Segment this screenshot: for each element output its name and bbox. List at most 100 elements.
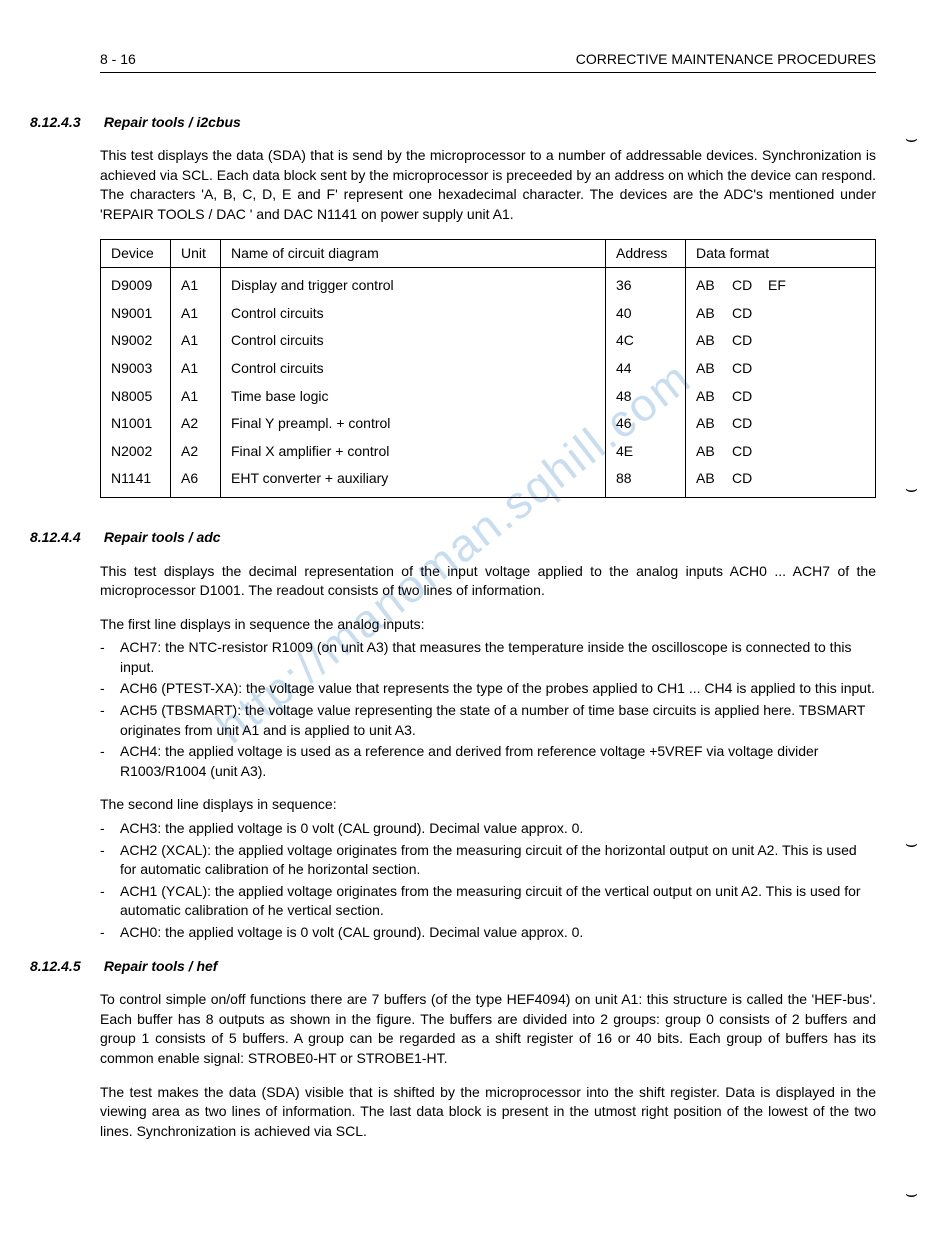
cell-unit: A1 bbox=[171, 383, 221, 411]
list-item: -ACH1 (YCAL): the applied voltage origin… bbox=[100, 882, 876, 921]
section-heading-hef: 8.12.4.5 Repair tools / hef bbox=[30, 957, 876, 977]
list-item-text: ACH5 (TBSMART): the voltage value repres… bbox=[120, 701, 876, 740]
cell-unit: A1 bbox=[171, 268, 221, 300]
cell-dataformat: ABCD bbox=[686, 410, 876, 438]
list-item-text: ACH1 (YCAL): the applied voltage origina… bbox=[120, 882, 876, 921]
cell-unit: A1 bbox=[171, 327, 221, 355]
body-paragraph: This test displays the decimal represent… bbox=[100, 562, 876, 601]
cell-dataformat: ABCD bbox=[686, 465, 876, 497]
cell-address: 40 bbox=[606, 300, 686, 328]
list-item-text: ACH3: the applied voltage is 0 volt (CAL… bbox=[120, 819, 876, 839]
body-paragraph: This test displays the data (SDA) that i… bbox=[100, 146, 876, 224]
list-item-text: ACH6 (PTEST-XA): the voltage value that … bbox=[120, 679, 876, 699]
list-item-text: ACH4: the applied voltage is used as a r… bbox=[120, 742, 876, 781]
table-row: N9001A1Control circuits40ABCD bbox=[101, 300, 876, 328]
cell-device: N9002 bbox=[101, 327, 171, 355]
section-number: 8.12.4.3 bbox=[30, 113, 100, 133]
cell-device: N8005 bbox=[101, 383, 171, 411]
section-heading-adc: 8.12.4.4 Repair tools / adc bbox=[30, 528, 876, 548]
col-header-dataformat: Data format bbox=[686, 239, 876, 268]
cell-device: N1141 bbox=[101, 465, 171, 497]
list-item: -ACH3: the applied voltage is 0 volt (CA… bbox=[100, 819, 876, 839]
cell-dataformat: ABCD bbox=[686, 300, 876, 328]
list-item-text: ACH2 (XCAL): the applied voltage origina… bbox=[120, 841, 876, 880]
list-item-text: ACH7: the NTC-resistor R1009 (on unit A3… bbox=[120, 638, 876, 677]
bullet-dash: - bbox=[100, 701, 120, 740]
list-item: -ACH2 (XCAL): the applied voltage origin… bbox=[100, 841, 876, 880]
cell-dataformat: ABCD bbox=[686, 383, 876, 411]
cell-dataformat: ABCD bbox=[686, 438, 876, 466]
table-row: N1141A6EHT converter + auxiliary88ABCD bbox=[101, 465, 876, 497]
section-number: 8.12.4.5 bbox=[30, 957, 100, 977]
cell-unit: A1 bbox=[171, 300, 221, 328]
cell-name: Control circuits bbox=[221, 355, 606, 383]
cell-address: 44 bbox=[606, 355, 686, 383]
header-title: CORRECTIVE MAINTENANCE PROCEDURES bbox=[576, 50, 876, 70]
cell-dataformat: ABCD bbox=[686, 355, 876, 383]
body-paragraph: The second line displays in sequence: bbox=[100, 795, 876, 815]
page-number: 8 - 16 bbox=[100, 50, 136, 70]
bullet-dash: - bbox=[100, 679, 120, 699]
cell-name: EHT converter + auxiliary bbox=[221, 465, 606, 497]
page-curl: ⌣ bbox=[905, 125, 918, 153]
body-paragraph: To control simple on/off functions there… bbox=[100, 990, 876, 1068]
section-title: Repair tools / adc bbox=[104, 529, 221, 545]
cell-name: Final X amplifier + control bbox=[221, 438, 606, 466]
table-row: N9002A1Control circuits4CABCD bbox=[101, 327, 876, 355]
cell-address: 36 bbox=[606, 268, 686, 300]
page-header: 8 - 16 CORRECTIVE MAINTENANCE PROCEDURES bbox=[100, 50, 876, 73]
list-item: -ACH6 (PTEST-XA): the voltage value that… bbox=[100, 679, 876, 699]
bullet-dash: - bbox=[100, 841, 120, 880]
cell-unit: A1 bbox=[171, 355, 221, 383]
table-row: D9009A1Display and trigger control36ABCD… bbox=[101, 268, 876, 300]
cell-address: 48 bbox=[606, 383, 686, 411]
col-header-device: Device bbox=[101, 239, 171, 268]
cell-device: N1001 bbox=[101, 410, 171, 438]
section-heading-i2cbus: 8.12.4.3 Repair tools / i2cbus bbox=[30, 113, 876, 133]
cell-dataformat: ABCDEF bbox=[686, 268, 876, 300]
bullet-dash: - bbox=[100, 638, 120, 677]
table-row: N2002A2Final X amplifier + control4EABCD bbox=[101, 438, 876, 466]
body-paragraph: The first line displays in sequence the … bbox=[100, 615, 876, 635]
bullet-list: -ACH3: the applied voltage is 0 volt (CA… bbox=[100, 819, 876, 943]
cell-name: Final Y preampl. + control bbox=[221, 410, 606, 438]
col-header-name: Name of circuit diagram bbox=[221, 239, 606, 268]
device-table-wrap: Device Unit Name of circuit diagram Addr… bbox=[100, 239, 876, 498]
body-paragraph: The test makes the data (SDA) visible th… bbox=[100, 1083, 876, 1142]
section-title: Repair tools / hef bbox=[104, 958, 218, 974]
list-item: -ACH5 (TBSMART): the voltage value repre… bbox=[100, 701, 876, 740]
bullet-dash: - bbox=[100, 742, 120, 781]
table-header-row: Device Unit Name of circuit diagram Addr… bbox=[101, 239, 876, 268]
bullet-dash: - bbox=[100, 923, 120, 943]
cell-name: Time base logic bbox=[221, 383, 606, 411]
cell-address: 4E bbox=[606, 438, 686, 466]
list-item: -ACH7: the NTC-resistor R1009 (on unit A… bbox=[100, 638, 876, 677]
cell-device: N9001 bbox=[101, 300, 171, 328]
list-item: -ACH0: the applied voltage is 0 volt (CA… bbox=[100, 923, 876, 943]
table-row: N8005A1Time base logic48ABCD bbox=[101, 383, 876, 411]
cell-dataformat: ABCD bbox=[686, 327, 876, 355]
device-table: Device Unit Name of circuit diagram Addr… bbox=[100, 239, 876, 498]
section-title: Repair tools / i2cbus bbox=[104, 114, 241, 130]
cell-unit: A2 bbox=[171, 410, 221, 438]
cell-address: 4C bbox=[606, 327, 686, 355]
cell-address: 46 bbox=[606, 410, 686, 438]
section-number: 8.12.4.4 bbox=[30, 528, 100, 548]
cell-name: Control circuits bbox=[221, 327, 606, 355]
cell-name: Control circuits bbox=[221, 300, 606, 328]
cell-address: 88 bbox=[606, 465, 686, 497]
bullet-dash: - bbox=[100, 882, 120, 921]
cell-device: D9009 bbox=[101, 268, 171, 300]
table-row: N9003A1Control circuits44ABCD bbox=[101, 355, 876, 383]
page-curl: ⌣ bbox=[905, 830, 918, 858]
bullet-dash: - bbox=[100, 819, 120, 839]
col-header-address: Address bbox=[606, 239, 686, 268]
table-row: N1001A2Final Y preampl. + control46ABCD bbox=[101, 410, 876, 438]
bullet-list: -ACH7: the NTC-resistor R1009 (on unit A… bbox=[100, 638, 876, 781]
cell-unit: A6 bbox=[171, 465, 221, 497]
cell-name: Display and trigger control bbox=[221, 268, 606, 300]
list-item: -ACH4: the applied voltage is used as a … bbox=[100, 742, 876, 781]
cell-unit: A2 bbox=[171, 438, 221, 466]
cell-device: N2002 bbox=[101, 438, 171, 466]
col-header-unit: Unit bbox=[171, 239, 221, 268]
